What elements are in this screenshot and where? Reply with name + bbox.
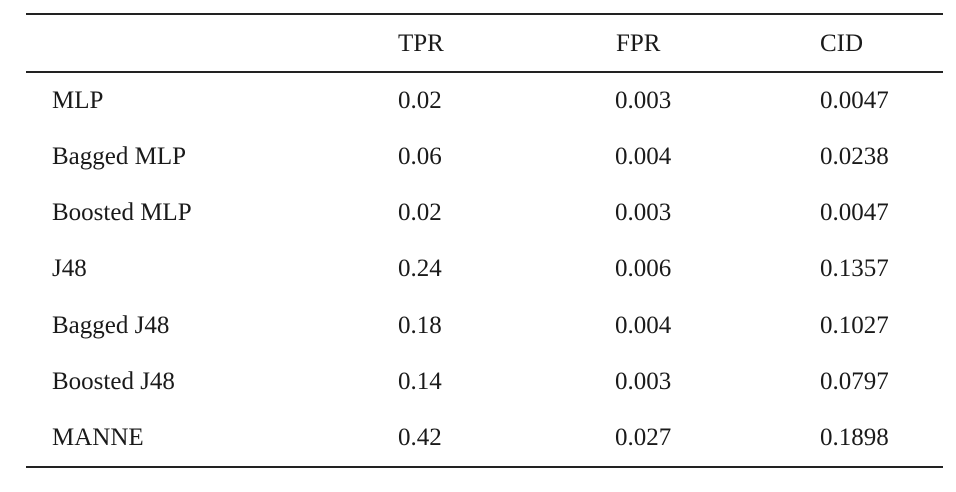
table-row: Boosted MLP 0.02 0.003 0.0047 xyxy=(26,185,943,241)
method-cell: Boosted MLP xyxy=(52,198,192,226)
tpr-cell: 0.02 xyxy=(398,86,442,114)
header-fpr: FPR xyxy=(536,13,757,73)
fpr-cell: 0.027 xyxy=(536,410,757,468)
method-cell: Bagged J48 xyxy=(52,311,170,339)
fpr-cell: 0.003 xyxy=(615,368,672,396)
cid-cell: 0.0797 xyxy=(820,368,889,396)
table-row: MLP 0.02 0.003 0.0047 xyxy=(26,72,943,128)
table-row: J48 0.24 0.006 0.1357 xyxy=(26,241,943,297)
cid-cell: 0.0047 xyxy=(820,86,889,114)
cid-cell: 0.0238 xyxy=(820,142,889,170)
tpr-cell: 0.24 xyxy=(398,255,442,283)
header-method xyxy=(26,13,342,73)
tpr-cell: 0.14 xyxy=(398,368,442,396)
tpr-cell: 0.18 xyxy=(398,311,442,339)
table-body: MLP 0.02 0.003 0.0047 Bagged MLP 0.06 0.… xyxy=(26,72,943,468)
method-cell: MANNE xyxy=(26,410,342,468)
fpr-cell: 0.006 xyxy=(615,255,672,283)
fpr-cell: 0.003 xyxy=(615,86,672,114)
tpr-cell: 0.06 xyxy=(398,142,442,170)
tpr-cell: 0.02 xyxy=(398,198,442,226)
results-table: TPR FPR CID MLP 0.02 0.003 0.0047 Bagged… xyxy=(26,13,943,468)
table-header: TPR FPR CID xyxy=(26,13,943,73)
cid-cell: 0.0047 xyxy=(820,198,889,226)
header-tpr: TPR xyxy=(342,13,536,73)
header-row: TPR FPR CID xyxy=(26,13,943,73)
fpr-cell: 0.003 xyxy=(615,198,672,226)
cid-cell: 0.1898 xyxy=(757,410,943,468)
fpr-cell: 0.004 xyxy=(615,142,672,170)
cid-cell: 0.1357 xyxy=(820,255,889,283)
table-row: Boosted J48 0.14 0.003 0.0797 xyxy=(26,354,943,410)
fpr-cell: 0.004 xyxy=(615,311,672,339)
table-row: MANNE 0.42 0.027 0.1898 xyxy=(26,410,943,468)
method-cell: J48 xyxy=(52,255,87,283)
method-cell: MLP xyxy=(52,86,104,114)
tpr-cell: 0.42 xyxy=(342,410,536,468)
cid-cell: 0.1027 xyxy=(820,311,889,339)
results-table-container: TPR FPR CID MLP 0.02 0.003 0.0047 Bagged… xyxy=(26,13,943,468)
method-cell: Bagged MLP xyxy=(52,142,187,170)
table-row: Bagged MLP 0.06 0.004 0.0238 xyxy=(26,128,943,184)
method-cell: Boosted J48 xyxy=(52,368,175,396)
header-cid: CID xyxy=(757,13,943,73)
table-row: Bagged J48 0.18 0.004 0.1027 xyxy=(26,298,943,354)
